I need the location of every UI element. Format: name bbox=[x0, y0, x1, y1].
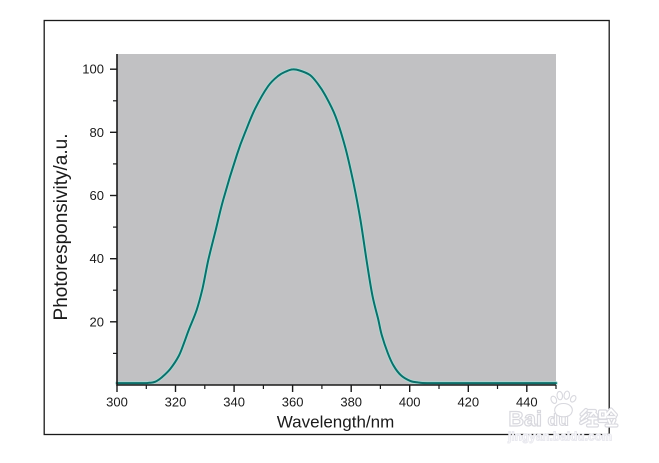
svg-text:80: 80 bbox=[90, 125, 104, 140]
svg-text:Photoresponsivity/a.u.: Photoresponsivity/a.u. bbox=[51, 134, 72, 321]
svg-text:380: 380 bbox=[340, 395, 362, 410]
svg-text:320: 320 bbox=[165, 395, 187, 410]
svg-text:60: 60 bbox=[90, 188, 104, 203]
svg-text:300: 300 bbox=[106, 395, 128, 410]
svg-text:Wavelength/nm: Wavelength/nm bbox=[277, 412, 394, 431]
svg-text:Bai: Bai bbox=[509, 407, 542, 431]
svg-text:340: 340 bbox=[223, 395, 245, 410]
svg-text:20: 20 bbox=[90, 314, 104, 329]
svg-text:440: 440 bbox=[516, 395, 538, 410]
svg-text:40: 40 bbox=[90, 251, 104, 266]
svg-text:400: 400 bbox=[399, 395, 421, 410]
svg-text:100: 100 bbox=[82, 62, 104, 77]
svg-text:360: 360 bbox=[282, 395, 304, 410]
svg-text:420: 420 bbox=[457, 395, 479, 410]
svg-text:jingyan.baidu.com: jingyan.baidu.com bbox=[507, 432, 612, 444]
